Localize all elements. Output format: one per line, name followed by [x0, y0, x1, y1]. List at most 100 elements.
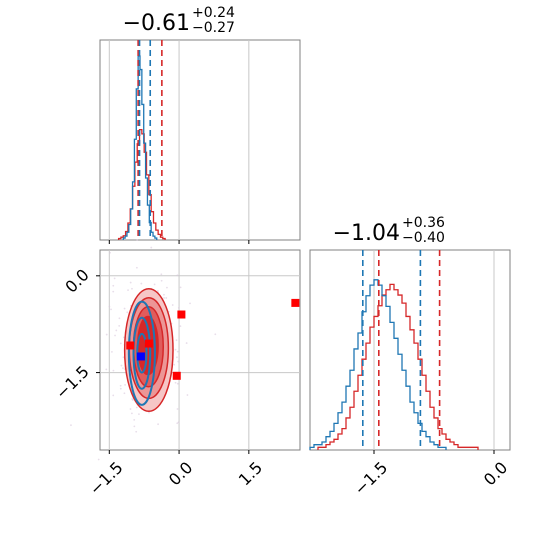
scatter-point: [177, 307, 180, 309]
scatter-point: [136, 239, 139, 241]
marker-square: [126, 341, 135, 350]
marker-square: [172, 371, 181, 380]
scatter-point: [179, 325, 182, 328]
contour-blue-1: [127, 300, 156, 406]
scatter-point: [185, 342, 188, 344]
scatter-point: [126, 311, 129, 314]
title-value: −1.04: [333, 221, 400, 246]
scatter-point: [150, 246, 153, 249]
scatter-point: [174, 381, 177, 384]
scatter-point: [131, 399, 134, 401]
scatter-point: [165, 297, 168, 299]
scatter-point: [123, 392, 126, 395]
scatter-point: [119, 342, 122, 345]
scatter-point: [97, 458, 100, 461]
scatter-point: [138, 413, 140, 416]
scatter-point: [179, 286, 182, 289]
scatter-point: [124, 384, 126, 386]
scatter-point: [122, 356, 125, 359]
scatter-point: [112, 394, 115, 397]
x-tick-label: −1.5: [86, 458, 127, 499]
scatter-point: [119, 387, 122, 390]
scatter-point: [112, 369, 115, 372]
panel-title-2: −1.04 +0.36−0.40: [333, 215, 445, 246]
scatter-point: [163, 293, 165, 296]
scatter-point: [129, 281, 132, 284]
marker-square: [136, 352, 145, 361]
title-upper-error: +0.24: [192, 5, 235, 21]
scatter-point: [157, 423, 159, 426]
x-tick-label: 0.0: [165, 458, 196, 489]
marker-square: [177, 310, 186, 319]
scatter-point: [112, 284, 115, 287]
scatter-point: [176, 274, 179, 277]
scatter-point: [108, 305, 111, 308]
scatter-point: [122, 336, 125, 339]
x-tick-label: −1.5: [350, 458, 391, 499]
scatter-point: [173, 363, 176, 366]
scatter-point: [177, 360, 180, 363]
scatter-point: [119, 384, 122, 387]
marker-square: [144, 339, 153, 348]
scatter-point: [176, 408, 179, 410]
scatter-point: [135, 266, 138, 269]
scatter-point: [122, 367, 124, 370]
scatter-point: [163, 297, 165, 299]
title-lower-error: −0.27: [192, 20, 235, 36]
marker-square: [291, 298, 300, 307]
scatter-point: [153, 283, 156, 286]
scatter-point: [166, 286, 168, 289]
scatter-point: [120, 364, 123, 367]
scatter-point: [176, 382, 179, 385]
y-tick-label: −1.5: [52, 362, 93, 403]
scatter-point: [135, 406, 138, 409]
scatter-point: [118, 317, 121, 320]
scatter-point: [110, 308, 112, 311]
scatter-point: [177, 421, 180, 424]
scatter-point: [171, 304, 174, 306]
scatter-point: [109, 251, 111, 254]
scatter-point: [176, 350, 179, 353]
scatter-point: [105, 368, 108, 371]
x-tick-label: 1.5: [235, 458, 266, 489]
hist-panel-param2: [309, 249, 511, 451]
scatter-point: [123, 307, 126, 310]
scatter-point: [176, 422, 179, 425]
scatter-point: [157, 290, 159, 292]
panel-title-1: −0.61 +0.24−0.27: [123, 5, 235, 36]
title-value: −0.61: [123, 11, 190, 36]
title-lower-error: −0.40: [402, 230, 445, 246]
scatter-point: [133, 425, 136, 428]
scatter-point: [140, 282, 143, 285]
scatter-point: [105, 333, 108, 336]
scatter-point: [135, 430, 138, 433]
scatter-point: [174, 348, 177, 351]
scatter-point: [115, 329, 118, 332]
scatter-point: [160, 279, 163, 282]
scatter-point: [118, 325, 121, 327]
scatter-point: [131, 287, 133, 290]
scatter-point: [129, 408, 132, 410]
scatter-point: [189, 302, 191, 305]
scatter-point: [160, 273, 163, 276]
scatter-point: [214, 333, 217, 336]
scatter-point: [70, 424, 72, 427]
scatter-point: [114, 334, 116, 337]
scatter-point: [133, 418, 136, 421]
contour-blue-2: [132, 316, 152, 390]
scatter-point: [112, 290, 115, 293]
scatter-point: [111, 350, 113, 353]
scatter-point: [130, 412, 133, 415]
hist-red-param2: [317, 283, 479, 450]
y-tick-label: 0.0: [61, 265, 92, 296]
scatter-point: [127, 289, 129, 292]
scatter-point: [176, 356, 178, 359]
scatter-point: [113, 277, 116, 280]
scatter-point: [175, 339, 178, 342]
scatter-point: [148, 411, 150, 414]
hist-red-param1: [117, 128, 166, 240]
x-tick-label: 0.0: [480, 458, 511, 489]
scatter-point: [186, 394, 189, 396]
hist-panel-param1: [99, 39, 301, 241]
